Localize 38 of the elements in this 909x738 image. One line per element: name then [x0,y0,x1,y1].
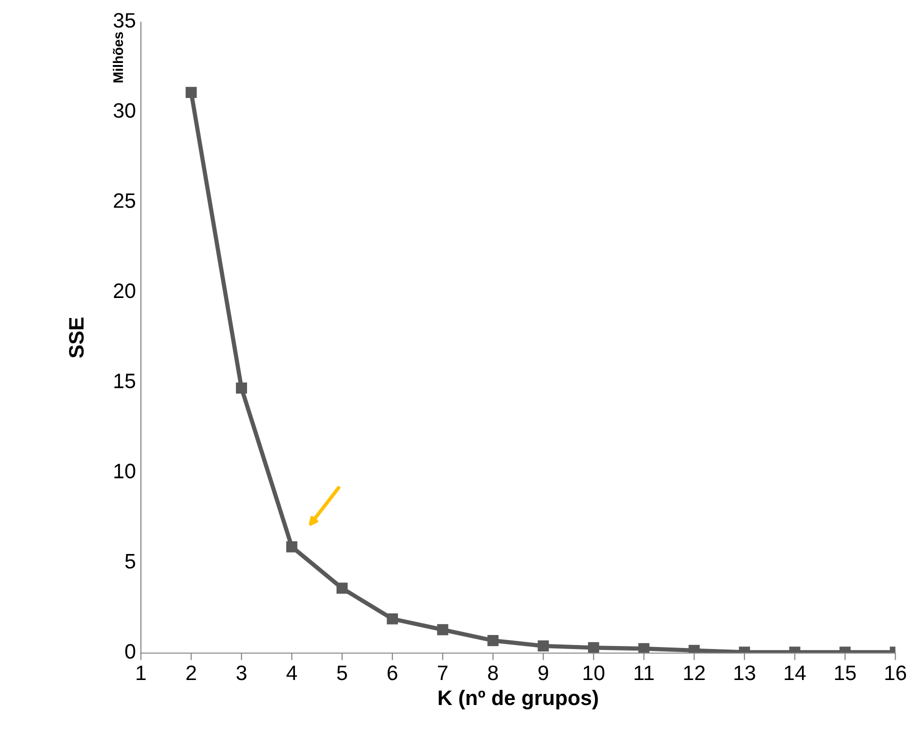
x-tick-label: 11 [634,666,654,680]
x-axis-title: K (nº de grupos) [438,690,598,710]
x-tick-label: 14 [784,666,806,680]
y-tick-label: 35 [114,12,136,28]
point [286,541,298,552]
point [588,642,600,654]
x-tick-label: 5 [337,666,348,680]
point [638,643,650,654]
point [186,86,197,98]
point [487,634,499,646]
point [236,382,248,394]
point [386,613,398,624]
x-tick-label: 1 [136,666,146,680]
x-tick-label: 3 [236,665,246,680]
x-tick-label: 9 [538,665,548,680]
point [538,640,549,652]
y-tick-label: 0 [125,644,136,659]
y-axis-title: SSE [68,318,84,358]
x-tick-label: 7 [438,666,448,680]
x-tick-label: 13 [734,665,756,680]
y-tick-label: 5 [125,554,136,569]
y-tick-label: 25 [114,193,136,208]
y-tick-label: 10 [114,464,136,478]
x-tick-label: 8 [488,665,498,680]
point [336,582,348,594]
y-tick-label: 20 [114,283,136,298]
point [437,624,448,636]
text: Milhões [112,32,124,82]
y-tick-label: 15 [114,374,136,388]
x-tick-label: 2 [186,665,196,680]
y-tick-label: 30 [114,103,136,118]
x-tick-label: 6 [388,665,398,680]
point [688,644,700,654]
x-tick-label: 10 [584,665,604,680]
x-tick-label: 15 [835,666,856,680]
x-tick-label: 12 [684,665,705,680]
x-tick-label: 16 [885,665,906,680]
x-tick-label: 4 [286,666,297,680]
